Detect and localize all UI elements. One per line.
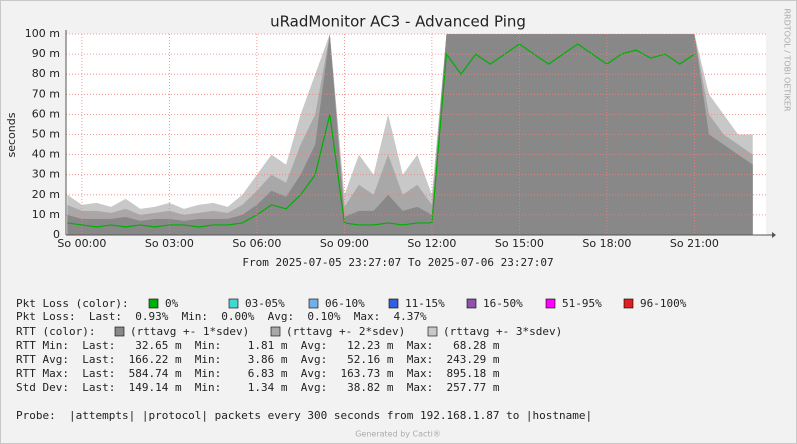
legend-label: (rttavg +- 1*sdev) — [130, 325, 249, 338]
legend-swatch — [545, 298, 556, 309]
legend-swatch — [623, 298, 634, 309]
legend-label: 11-15% — [405, 297, 445, 310]
y-tick-label: 50 m — [32, 128, 60, 141]
y-tick-label: 60 m — [32, 107, 60, 120]
y-tick-label: 40 m — [32, 148, 60, 161]
legend-label: 16-50% — [483, 297, 523, 310]
stats-line: RTT Min: Last: 32.65 m Min: 1.81 m Avg: … — [16, 339, 500, 352]
legend-swatch — [388, 298, 399, 309]
legend-swatch — [270, 326, 281, 337]
y-tick-label: 0 — [53, 228, 60, 241]
legend-swatch — [148, 298, 159, 309]
x-tick-label: So 03:00 — [145, 237, 194, 250]
legend-label: 96-100% — [640, 297, 687, 310]
arrow — [772, 232, 776, 238]
footer: Generated by Cacti® — [355, 430, 441, 439]
probe: Probe: |attempts| |protocol| packets eve… — [16, 409, 592, 422]
legend-label: (rttavg +- 2*sdev) — [286, 325, 405, 338]
legend-label: 51-95% — [562, 297, 602, 310]
legend-swatch — [114, 326, 125, 337]
x-tick-label: So 00:00 — [57, 237, 106, 250]
y-tick-label: 70 m — [32, 87, 60, 100]
y-tick-label: 100 m — [25, 27, 60, 40]
x-tick-label: So 09:00 — [320, 237, 369, 250]
rtt-avg-line — [67, 43, 695, 228]
y-tick-label: 80 m — [32, 67, 60, 80]
stats-line: RTT Avg: Last: 166.22 m Min: 3.86 m Avg:… — [16, 353, 500, 366]
legend-swatch — [466, 298, 477, 309]
legend-label: 0% — [165, 297, 179, 310]
x-tick-label: So 06:00 — [232, 237, 281, 250]
x-tick-label: So 15:00 — [495, 237, 544, 250]
legend-label: 06-10% — [325, 297, 365, 310]
stats-line: Std Dev: Last: 149.14 m Min: 1.34 m Avg:… — [16, 381, 500, 394]
stats-line: RTT Max: Last: 584.74 m Min: 6.83 m Avg:… — [16, 367, 500, 380]
y-tick-label: 90 m — [32, 47, 60, 60]
legend-swatch — [427, 326, 438, 337]
sdev-area — [67, 34, 753, 235]
range-label: From 2025-07-05 23:27:07 To 2025-07-06 2… — [242, 256, 553, 269]
legend-swatch — [228, 298, 239, 309]
stats-line: Pkt Loss: Last: 0.93% Min: 0.00% Avg: 0.… — [16, 310, 427, 323]
y-tick-label: 30 m — [32, 168, 60, 181]
y-tick-label: 20 m — [32, 188, 60, 201]
loss-title: Pkt Loss (color): — [16, 297, 129, 310]
legend-swatch — [308, 298, 319, 309]
chart-title: uRadMonitor AC3 - Advanced Ping — [270, 13, 526, 31]
legend-label: (rttavg +- 3*sdev) — [443, 325, 562, 338]
rtt-title: RTT (color): — [16, 325, 95, 338]
side-label: RRDTOOL / TOBI OETIKER — [783, 8, 792, 111]
y-tick-label: 10 m — [32, 208, 60, 221]
y-axis-label: seconds — [5, 112, 18, 157]
x-tick-label: So 12:00 — [407, 237, 456, 250]
x-tick-label: So 18:00 — [582, 237, 631, 250]
legend-label: 03-05% — [245, 297, 285, 310]
x-tick-label: So 21:00 — [670, 237, 719, 250]
